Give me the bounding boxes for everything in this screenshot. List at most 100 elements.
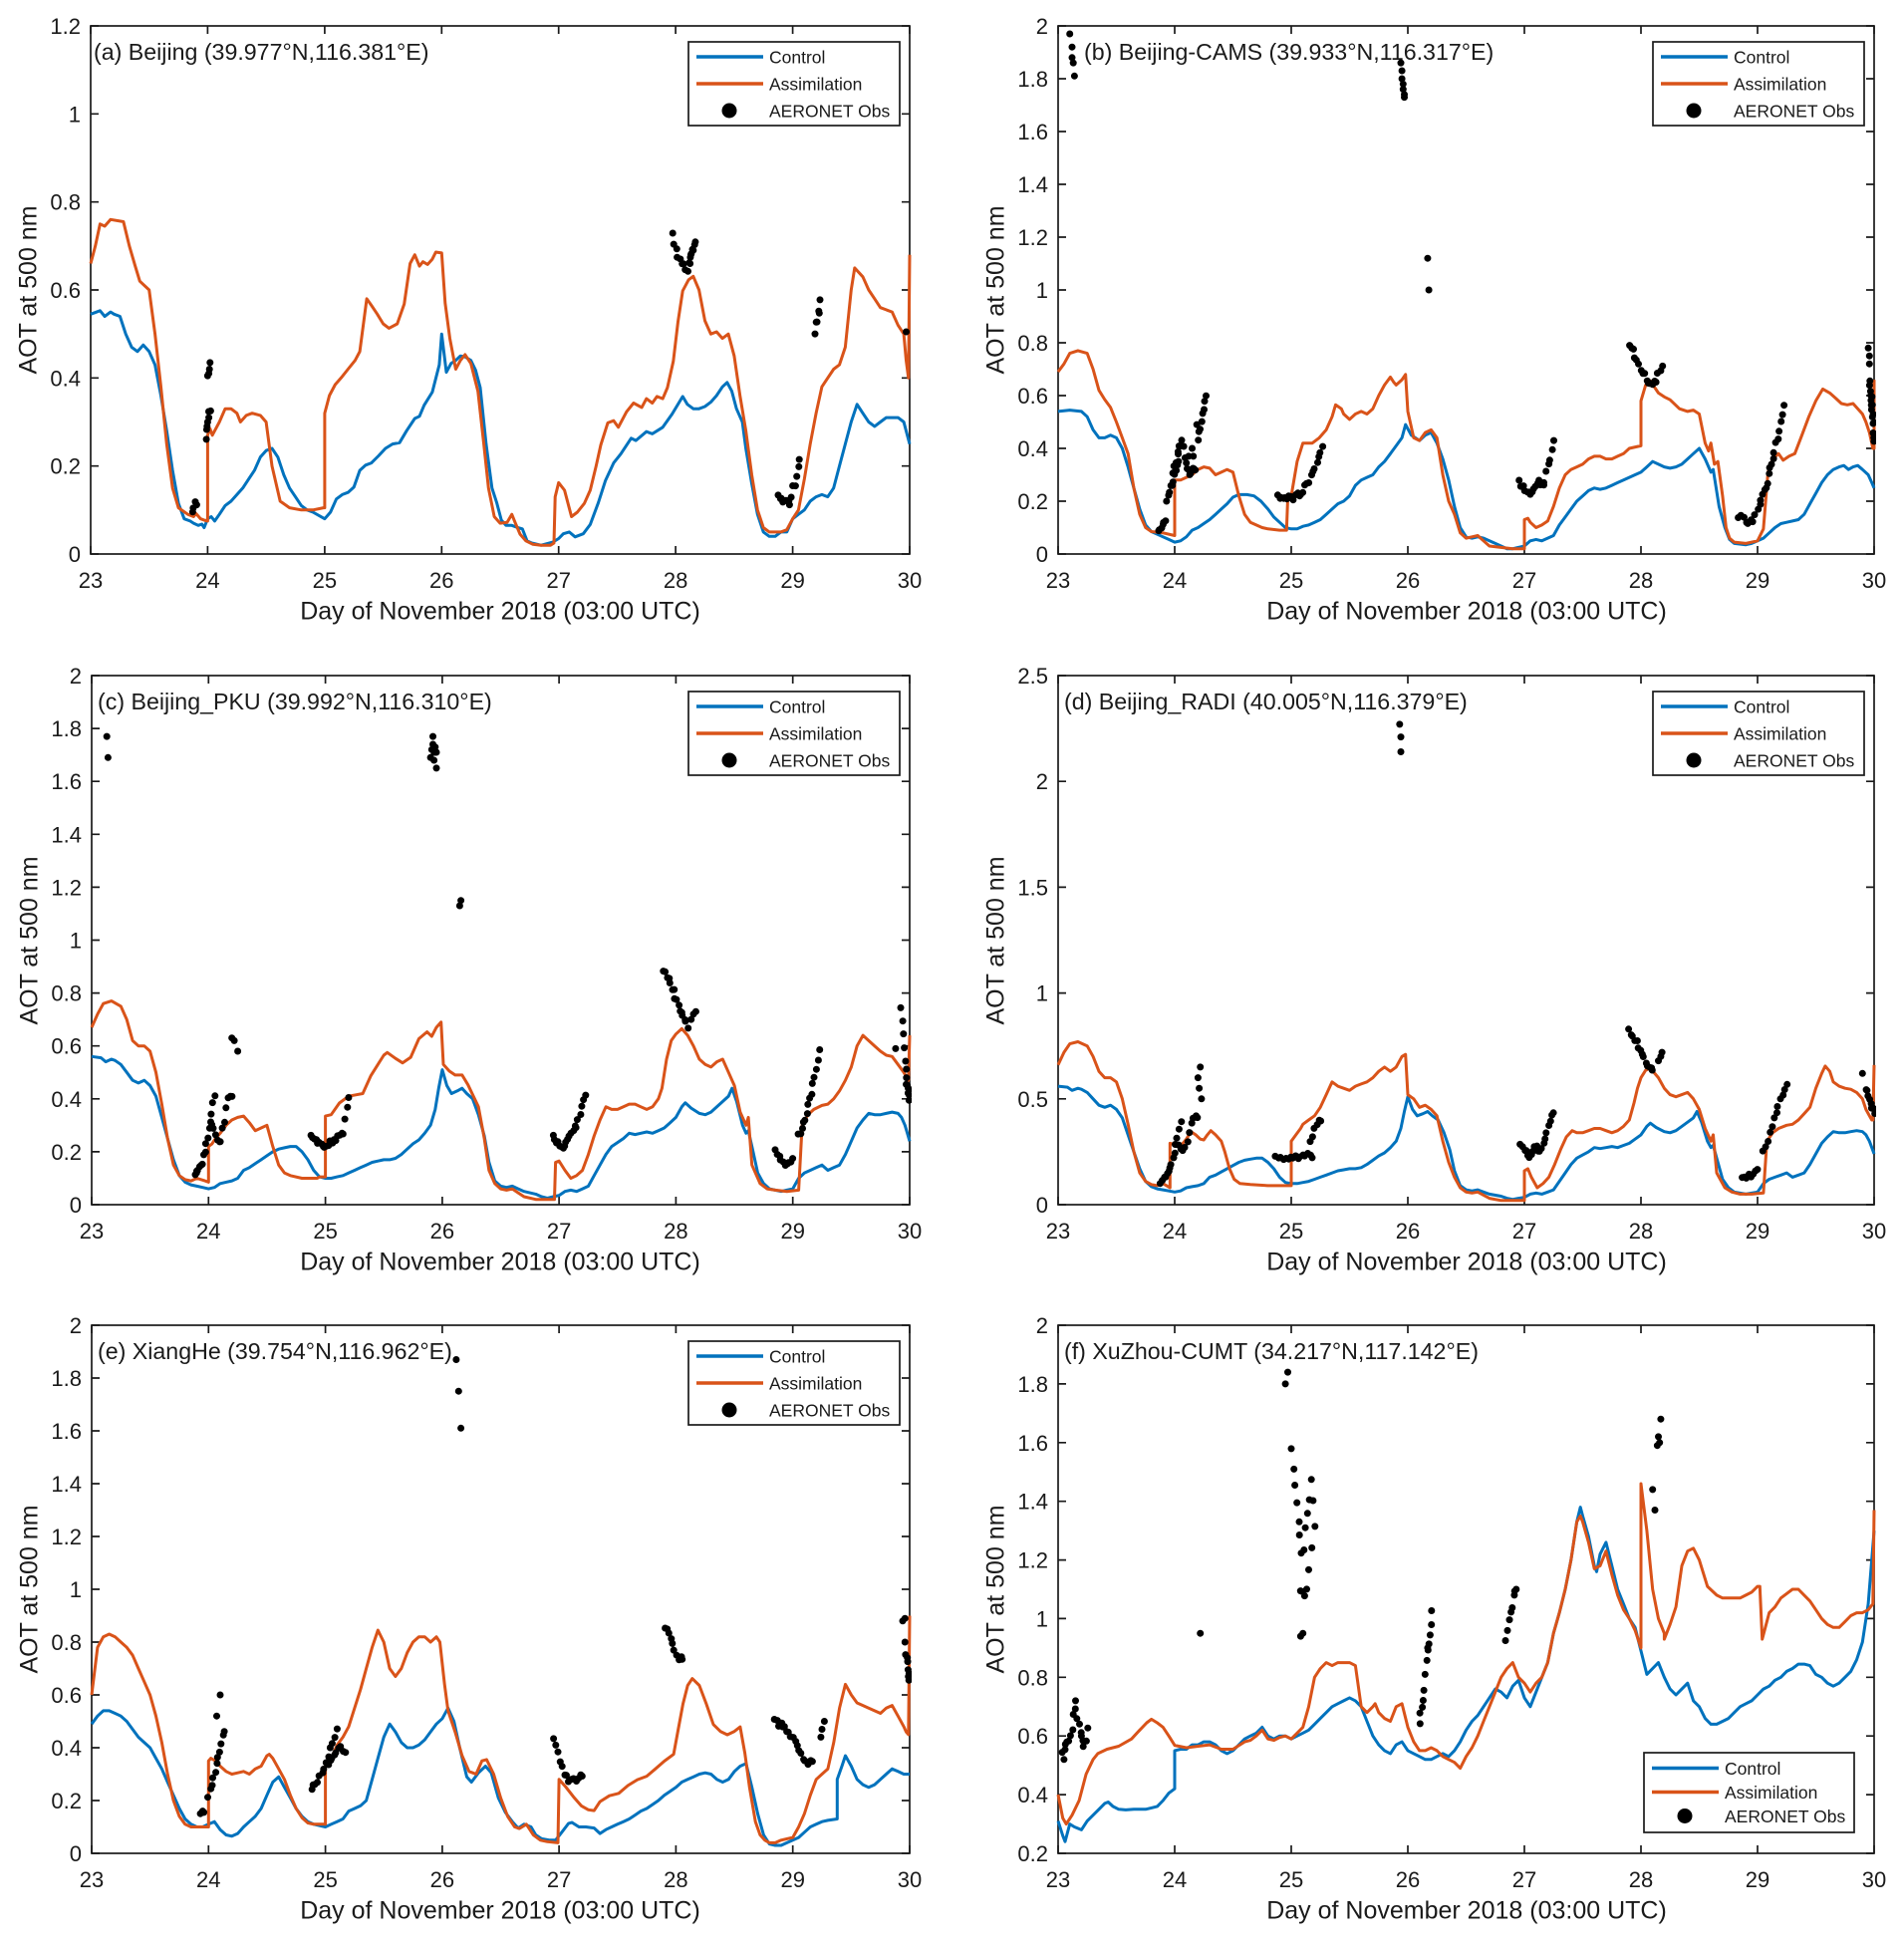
- svg-text:26: 26: [1396, 1867, 1420, 1892]
- svg-text:2: 2: [1036, 14, 1048, 39]
- svg-text:Day of November 2018 (03:00 UT: Day of November 2018 (03:00 UTC): [1266, 1897, 1667, 1925]
- svg-text:Assimilation: Assimilation: [1725, 1783, 1817, 1803]
- svg-text:AOT at 500 nm: AOT at 500 nm: [16, 1505, 44, 1673]
- svg-text:29: 29: [780, 1867, 804, 1892]
- svg-text:29: 29: [1746, 568, 1769, 593]
- svg-text:30: 30: [1862, 568, 1886, 593]
- svg-text:28: 28: [664, 568, 687, 593]
- svg-text:26: 26: [430, 1219, 454, 1244]
- svg-text:25: 25: [313, 1219, 337, 1244]
- svg-text:0.8: 0.8: [50, 190, 81, 215]
- svg-text:Control: Control: [1734, 48, 1789, 68]
- svg-text:1.2: 1.2: [51, 875, 82, 900]
- svg-text:AOT at 500 nm: AOT at 500 nm: [982, 205, 1010, 374]
- svg-text:25: 25: [1279, 1219, 1303, 1244]
- svg-text:1: 1: [1036, 278, 1048, 303]
- svg-text:27: 27: [547, 1219, 571, 1244]
- svg-text:25: 25: [313, 568, 337, 593]
- svg-text:23: 23: [80, 1219, 104, 1244]
- svg-text:AERONET Obs: AERONET Obs: [1734, 102, 1854, 122]
- svg-text:0: 0: [70, 1841, 82, 1866]
- svg-text:30: 30: [898, 568, 922, 593]
- svg-text:0.4: 0.4: [1017, 1783, 1048, 1808]
- svg-text:1.5: 1.5: [1017, 875, 1048, 900]
- svg-text:30: 30: [898, 1867, 922, 1892]
- svg-text:25: 25: [1279, 568, 1303, 593]
- svg-text:AOT at 500 nm: AOT at 500 nm: [982, 1505, 1010, 1673]
- svg-text:1.6: 1.6: [51, 1419, 82, 1444]
- svg-text:1.8: 1.8: [51, 1366, 82, 1391]
- svg-text:0.4: 0.4: [50, 366, 81, 391]
- svg-text:1.2: 1.2: [51, 1525, 82, 1549]
- svg-text:1: 1: [70, 929, 82, 954]
- svg-text:AOT at 500 nm: AOT at 500 nm: [15, 205, 43, 374]
- svg-text:26: 26: [430, 1867, 454, 1892]
- svg-text:0: 0: [69, 542, 81, 567]
- svg-text:0.6: 0.6: [1017, 384, 1048, 409]
- svg-text:Assimilation: Assimilation: [1734, 724, 1826, 744]
- svg-text:Day of November 2018 (03:00 UT: Day of November 2018 (03:00 UTC): [1266, 598, 1667, 626]
- svg-text:0.2: 0.2: [1017, 489, 1048, 514]
- svg-text:1.2: 1.2: [1017, 1548, 1048, 1573]
- svg-text:2: 2: [70, 664, 82, 689]
- svg-text:0.8: 0.8: [51, 1630, 82, 1655]
- svg-text:28: 28: [664, 1867, 687, 1892]
- svg-text:1: 1: [1036, 1606, 1048, 1631]
- svg-text:28: 28: [1629, 1219, 1653, 1244]
- svg-text:(f) XuZhou-CUMT (34.217°N,117.: (f) XuZhou-CUMT (34.217°N,117.142°E): [1064, 1338, 1479, 1364]
- svg-text:1.6: 1.6: [1017, 1431, 1048, 1456]
- svg-text:0.5: 0.5: [1017, 1087, 1048, 1112]
- svg-text:27: 27: [1512, 1219, 1536, 1244]
- svg-text:(a) Beijing (39.977°N,116.381°: (a) Beijing (39.977°N,116.381°E): [94, 39, 429, 65]
- svg-text:1: 1: [69, 102, 81, 127]
- svg-text:Day of November 2018 (03:00 UT: Day of November 2018 (03:00 UTC): [300, 598, 700, 626]
- svg-text:Control: Control: [769, 1347, 825, 1367]
- svg-text:1.2: 1.2: [1017, 225, 1048, 250]
- svg-text:1.8: 1.8: [51, 716, 82, 741]
- svg-text:27: 27: [547, 1867, 571, 1892]
- svg-text:0: 0: [1036, 542, 1048, 567]
- svg-text:29: 29: [780, 1219, 804, 1244]
- svg-text:2.5: 2.5: [1017, 664, 1048, 689]
- svg-text:Control: Control: [769, 48, 825, 68]
- svg-text:24: 24: [1163, 1219, 1187, 1244]
- svg-text:28: 28: [1629, 1867, 1653, 1892]
- svg-text:AERONET Obs: AERONET Obs: [769, 751, 890, 771]
- svg-text:24: 24: [196, 1867, 220, 1892]
- svg-text:AOT at 500 nm: AOT at 500 nm: [982, 856, 1010, 1024]
- svg-text:Assimilation: Assimilation: [769, 724, 862, 744]
- svg-text:29: 29: [1746, 1219, 1769, 1244]
- svg-text:0.2: 0.2: [1017, 1841, 1048, 1866]
- svg-text:Assimilation: Assimilation: [1734, 75, 1826, 95]
- svg-text:0.4: 0.4: [51, 1736, 82, 1761]
- svg-text:24: 24: [195, 568, 219, 593]
- svg-text:Day of November 2018 (03:00 UT: Day of November 2018 (03:00 UTC): [300, 1897, 700, 1925]
- svg-text:28: 28: [664, 1219, 687, 1244]
- svg-text:2: 2: [70, 1313, 82, 1338]
- svg-text:(b) Beijing-CAMS (39.933°N,116: (b) Beijing-CAMS (39.933°N,116.317°E): [1084, 39, 1494, 65]
- svg-text:(c) Beijing_PKU (39.992°N,116.: (c) Beijing_PKU (39.992°N,116.310°E): [98, 689, 492, 714]
- svg-text:27: 27: [546, 568, 570, 593]
- svg-text:24: 24: [1163, 568, 1187, 593]
- svg-text:30: 30: [1862, 1219, 1886, 1244]
- svg-text:0.8: 0.8: [51, 981, 82, 1006]
- svg-text:24: 24: [196, 1219, 220, 1244]
- svg-text:Assimilation: Assimilation: [769, 75, 862, 95]
- svg-text:29: 29: [1746, 1867, 1769, 1892]
- svg-text:Day of November 2018 (03:00 UT: Day of November 2018 (03:00 UTC): [1266, 1249, 1667, 1276]
- svg-text:0.6: 0.6: [51, 1683, 82, 1708]
- svg-text:25: 25: [313, 1867, 337, 1892]
- svg-text:Control: Control: [1734, 697, 1789, 717]
- svg-text:2: 2: [1036, 769, 1048, 794]
- svg-text:1.6: 1.6: [51, 769, 82, 794]
- svg-text:24: 24: [1163, 1867, 1187, 1892]
- svg-text:Control: Control: [769, 697, 825, 717]
- svg-text:28: 28: [1629, 568, 1653, 593]
- svg-text:0.6: 0.6: [51, 1034, 82, 1059]
- svg-text:Assimilation: Assimilation: [769, 1374, 862, 1394]
- svg-text:1.4: 1.4: [51, 822, 82, 847]
- svg-text:23: 23: [1046, 1219, 1070, 1244]
- svg-text:30: 30: [898, 1219, 922, 1244]
- svg-text:Control: Control: [1725, 1759, 1780, 1779]
- svg-text:1.4: 1.4: [51, 1472, 82, 1497]
